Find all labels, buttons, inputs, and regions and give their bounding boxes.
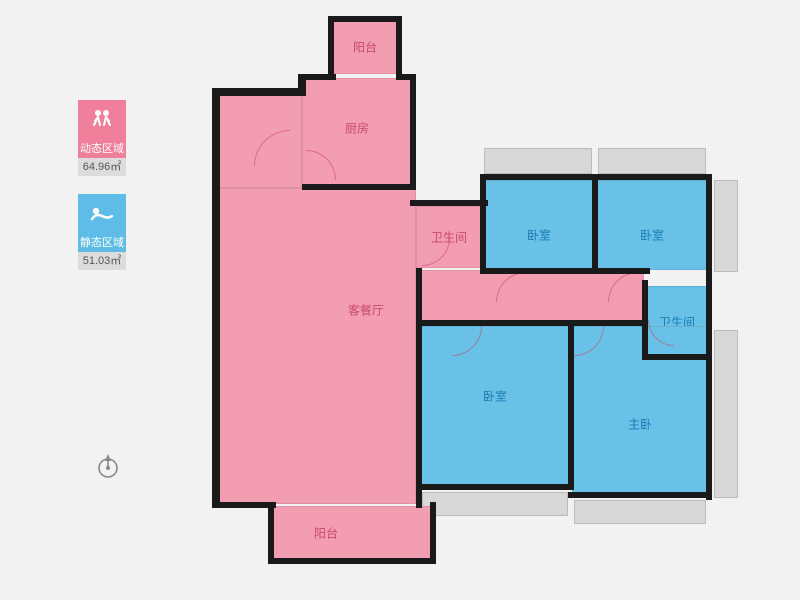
wall-segment [410, 74, 416, 190]
wall-segment [480, 174, 486, 274]
wall-segment [568, 322, 574, 490]
wall-segment [212, 502, 276, 508]
legend-dynamic-label: 动态区域 [78, 140, 126, 158]
room-主卧 [572, 326, 708, 496]
compass-icon [94, 452, 122, 480]
legend-static-value: 51.03㎡ [78, 252, 126, 270]
wall-segment [328, 16, 334, 76]
room-阳台 [272, 506, 432, 560]
balcony-rail [422, 492, 568, 516]
floor-plan: 阳台厨房客餐厅卫生间卧室卧室卫生间卧室主卧阳台 [216, 20, 756, 580]
legend-dynamic: 动态区域 64.96㎡ [78, 100, 126, 176]
legend-static-label: 静态区域 [78, 234, 126, 252]
room-卧室 [596, 180, 708, 270]
room-阳台 [332, 20, 398, 74]
wall-segment [410, 200, 488, 206]
balcony-rail [598, 148, 706, 174]
wall-segment [416, 320, 646, 326]
dynamic-zone-icon [78, 100, 126, 140]
balcony-rail [574, 500, 706, 524]
legend-dynamic-value: 64.96㎡ [78, 158, 126, 176]
wall-segment [268, 558, 436, 564]
wall-segment [430, 502, 436, 562]
wall-segment [706, 174, 712, 500]
wall-segment [568, 492, 712, 498]
wall-segment [480, 268, 650, 274]
legend-panel: 动态区域 64.96㎡ 静态区域 51.03㎡ [78, 100, 138, 288]
wall-segment [396, 16, 402, 76]
wall-segment [416, 484, 572, 490]
room-卧室 [484, 180, 594, 270]
wall-segment [212, 88, 220, 506]
balcony-rail [714, 180, 738, 272]
wall-segment [212, 88, 304, 96]
legend-static: 静态区域 51.03㎡ [78, 194, 126, 270]
balcony-rail [714, 330, 738, 498]
room-卧室 [420, 326, 570, 486]
room-客餐厅 [216, 188, 416, 504]
wall-segment [592, 176, 598, 272]
wall-segment [328, 16, 402, 22]
wall-segment [416, 268, 422, 508]
wall-segment [268, 502, 274, 562]
wall-segment [642, 354, 710, 360]
balcony-rail [484, 148, 592, 174]
wall-segment [302, 184, 416, 190]
static-zone-icon [78, 194, 126, 234]
